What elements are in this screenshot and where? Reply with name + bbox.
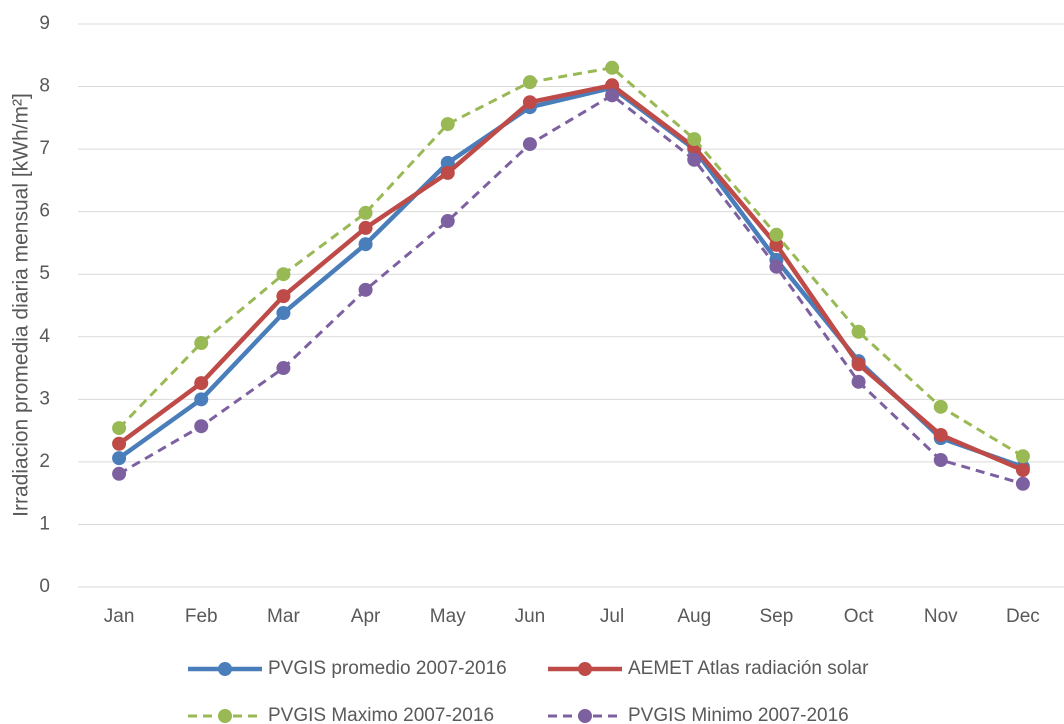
x-tick-label: Nov	[924, 606, 958, 627]
data-point	[605, 60, 620, 75]
legend-marker	[218, 709, 232, 723]
data-point	[687, 132, 702, 147]
data-point	[358, 237, 373, 252]
x-tick-label: Sep	[760, 606, 794, 627]
y-tick-label: 1	[39, 513, 50, 534]
data-point	[1015, 476, 1030, 491]
data-point	[440, 155, 455, 170]
data-point	[276, 306, 291, 321]
data-point	[769, 227, 784, 242]
data-point	[851, 324, 866, 339]
legend-label: PVGIS promedio 2007-2016	[268, 658, 507, 679]
data-point	[522, 75, 537, 90]
legend-marker	[218, 662, 232, 676]
data-point	[440, 214, 455, 229]
y-tick-label: 9	[39, 13, 50, 34]
data-point	[194, 419, 209, 434]
y-tick-label: 3	[39, 388, 50, 409]
data-point	[605, 88, 620, 103]
data-point	[276, 361, 291, 376]
x-tick-label: Mar	[267, 606, 300, 627]
x-tick-label: Jan	[104, 606, 135, 627]
data-point	[851, 357, 866, 372]
data-point	[687, 152, 702, 167]
data-point	[440, 165, 455, 180]
data-point	[194, 376, 209, 391]
y-tick-label: 4	[39, 326, 50, 347]
x-tick-label: Apr	[351, 606, 381, 627]
data-point	[440, 117, 455, 132]
x-tick-label: Jun	[515, 606, 546, 627]
legend-marker	[578, 709, 592, 723]
data-point	[933, 453, 948, 468]
data-point	[1015, 463, 1030, 478]
data-point	[1015, 449, 1030, 464]
y-tick-label: 6	[39, 201, 50, 222]
data-point	[933, 427, 948, 442]
data-point	[522, 95, 537, 110]
x-tick-label: Jul	[600, 606, 624, 627]
data-point	[358, 205, 373, 220]
data-point	[112, 436, 127, 451]
data-point	[851, 374, 866, 389]
data-point	[522, 137, 537, 152]
data-point	[769, 259, 784, 274]
x-tick-label: Aug	[677, 606, 711, 627]
data-point	[605, 78, 620, 93]
y-tick-label: 8	[39, 76, 50, 97]
series-line	[118, 66, 1024, 458]
data-point	[194, 336, 209, 351]
data-point	[276, 267, 291, 282]
data-point	[358, 282, 373, 297]
data-point	[112, 421, 127, 436]
data-point	[112, 466, 127, 481]
legend-label: AEMET Atlas radiación solar	[628, 658, 869, 679]
series-line	[117, 83, 1024, 473]
y-tick-label: 5	[39, 263, 50, 284]
data-point	[933, 399, 948, 414]
y-tick-label: 7	[39, 138, 50, 159]
y-tick-label: 0	[39, 576, 50, 597]
data-point	[358, 220, 373, 235]
x-tick-label: May	[430, 606, 466, 627]
legend-label: PVGIS Maximo 2007-2016	[268, 705, 494, 724]
x-tick-label: Oct	[844, 606, 874, 627]
x-tick-label: Feb	[185, 606, 218, 627]
y-axis-label: Irradiacion promedia diaria mensual [kWh…	[10, 93, 33, 517]
data-point	[769, 237, 784, 252]
data-point	[194, 392, 209, 407]
data-point	[112, 451, 127, 466]
x-tick-label: Dec	[1006, 606, 1040, 627]
legend-label: PVGIS Minimo 2007-2016	[628, 705, 849, 724]
series-line	[118, 93, 1024, 486]
series-line	[117, 85, 1024, 470]
legend-marker	[578, 662, 592, 676]
data-point	[276, 289, 291, 304]
y-tick-label: 2	[39, 451, 50, 472]
